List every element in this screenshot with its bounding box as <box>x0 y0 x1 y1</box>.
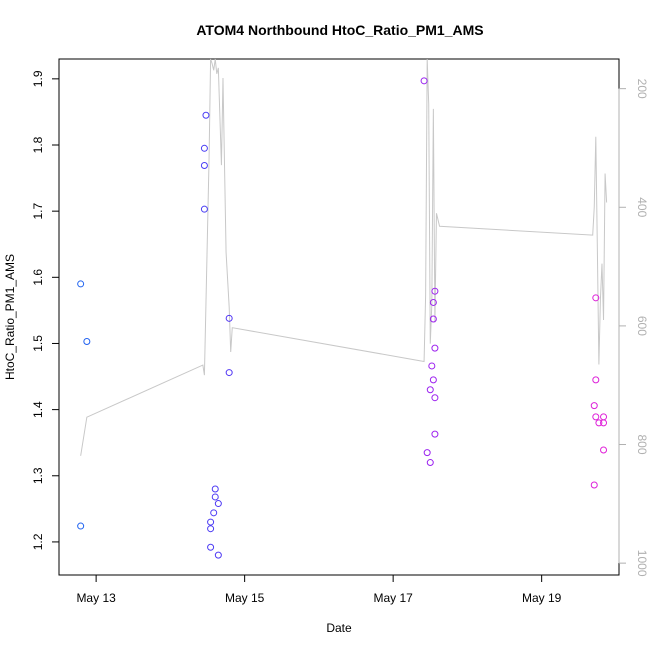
scatter-point <box>200 162 208 170</box>
plot-frame <box>58 58 620 576</box>
scatter-point <box>600 419 608 427</box>
series-line <box>80 58 608 456</box>
scatter-point <box>426 459 434 467</box>
scatter-point <box>200 144 208 152</box>
y2-tick-label: 1000 <box>635 550 649 577</box>
scatter-point <box>429 315 437 323</box>
x-axis-label: Date <box>326 621 352 635</box>
y2-tick-label: 600 <box>635 316 649 336</box>
y-tick-label: 1.6 <box>31 269 45 286</box>
y-tick-label: 1.4 <box>31 401 45 418</box>
scatter-points <box>77 77 608 559</box>
scatter-point <box>211 485 219 493</box>
scatter-point <box>200 205 208 213</box>
x-tick-label: May 15 <box>225 591 265 605</box>
scatter-point <box>83 337 91 345</box>
scatter-point <box>590 481 598 489</box>
scatter-point <box>600 446 608 454</box>
scatter-point <box>428 362 436 370</box>
scatter-point <box>202 111 210 119</box>
y-tick-label: 1.3 <box>31 467 45 484</box>
scatter-point <box>214 551 222 559</box>
scatter-point <box>207 543 215 551</box>
scatter-point <box>207 525 215 533</box>
scatter-point <box>423 449 431 457</box>
y2-tick-label: 800 <box>635 435 649 455</box>
scatter-point <box>595 419 603 427</box>
x-tick-label: May 17 <box>373 591 413 605</box>
scatter-point <box>592 413 600 421</box>
scatter-point <box>592 376 600 384</box>
scatter-point <box>77 522 85 530</box>
chart-title: ATOM4 Northbound HtoC_Ratio_PM1_AMS <box>196 22 483 38</box>
right-axis-line-series <box>80 58 608 456</box>
y-tick-label: 1.5 <box>31 335 45 352</box>
y-tick-label: 1.9 <box>31 70 45 87</box>
y2-tick-label: 400 <box>635 197 649 217</box>
scatter-point <box>214 500 222 508</box>
scatter-point <box>211 493 219 501</box>
scatter-point <box>592 294 600 302</box>
x-axis: May 13 May 15 May 17 May 19 <box>76 574 562 605</box>
scatter-point <box>431 287 439 295</box>
y-axis-label: HtoC_Ratio_PM1_AMS <box>3 254 17 380</box>
scatter-point <box>77 280 85 288</box>
scatter-point <box>429 298 437 306</box>
scatter-point <box>431 344 439 352</box>
scatter-point <box>431 430 439 438</box>
scatter-point <box>210 509 218 517</box>
scatter-point <box>207 518 215 526</box>
y2-axis: 200 400 600 800 1000 <box>618 79 649 577</box>
scatter-point <box>420 77 428 85</box>
x-tick-label: May 13 <box>76 591 116 605</box>
y2-tick-label: 200 <box>635 79 649 99</box>
scatter-point <box>429 376 437 384</box>
y-tick-label: 1.2 <box>31 533 45 550</box>
scatter-point <box>426 386 434 394</box>
scatter-point <box>600 413 608 421</box>
scatter-point <box>225 314 233 322</box>
y-tick-label: 1.7 <box>31 202 45 219</box>
y-axis: 1.2 1.3 1.4 1.5 1.6 1.7 1.8 1.9 <box>31 70 60 550</box>
scatter-point <box>225 369 233 377</box>
y-tick-label: 1.8 <box>31 136 45 153</box>
x-tick-label: May 19 <box>522 591 562 605</box>
scatter-point <box>590 402 598 410</box>
scatter-point <box>431 394 439 402</box>
